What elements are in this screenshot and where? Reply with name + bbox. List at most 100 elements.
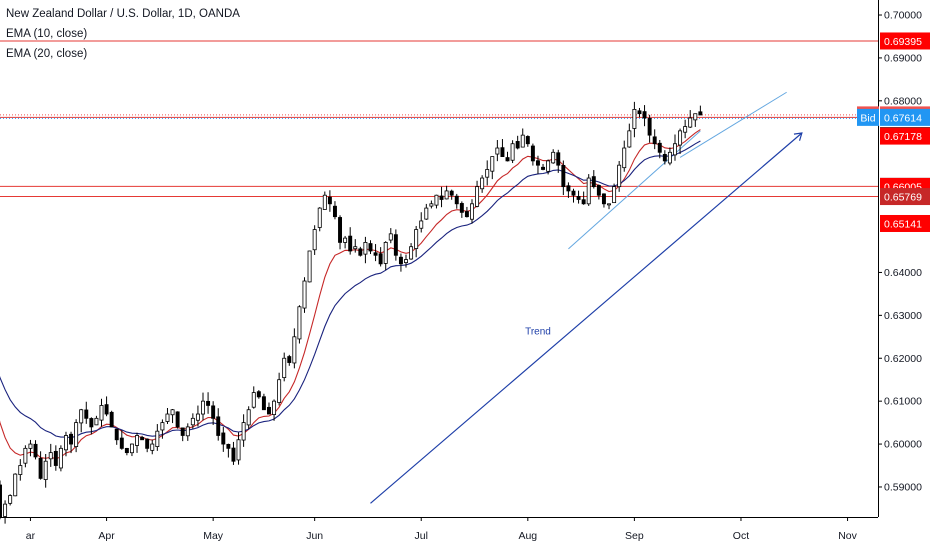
candle-body <box>444 190 449 200</box>
candle-up <box>317 207 322 232</box>
candle-up <box>612 183 617 204</box>
candle-down <box>449 189 454 200</box>
price-tick-label: 0.63000 <box>884 310 922 322</box>
candle-body <box>378 253 383 265</box>
candle-down <box>515 135 520 150</box>
price-tick-label: 0.70000 <box>884 10 922 22</box>
candle-up <box>135 432 140 453</box>
candle-body <box>246 409 251 426</box>
candle-up <box>297 305 302 344</box>
price-tick-label: 0.59000 <box>884 481 922 493</box>
price-badge-prefix-bg <box>857 108 879 126</box>
candle-body <box>332 205 337 218</box>
candle-body <box>190 417 195 426</box>
candle-down <box>652 129 657 150</box>
candle-up <box>429 200 434 209</box>
candle-up <box>424 203 429 220</box>
candle-body <box>667 151 672 164</box>
candle-body <box>206 400 211 406</box>
candle-down <box>84 401 89 424</box>
candle-body <box>53 450 58 466</box>
candle-down <box>69 431 74 454</box>
candle-body <box>23 447 28 464</box>
candle-down <box>571 188 576 203</box>
candle-body <box>571 190 576 196</box>
candle-body <box>114 428 119 441</box>
candle-up <box>388 228 393 244</box>
candle-body <box>459 203 464 213</box>
price-badges: 0.69395Ask0.67672Bid0.676140.671880.6717… <box>857 32 930 232</box>
price-tick-label: 0.62000 <box>884 353 922 365</box>
trend-lines <box>370 91 803 504</box>
price-badge-label: 0.65141 <box>884 218 922 230</box>
ema20-legend[interactable]: EMA (20, close) <box>6 48 88 60</box>
candle-body <box>500 147 505 158</box>
candle-body <box>612 186 617 204</box>
candle-up <box>302 277 307 313</box>
candle-body <box>241 422 246 441</box>
candle-body <box>617 164 622 188</box>
candle-up <box>48 443 53 467</box>
candle-up <box>322 191 327 210</box>
candle-body <box>576 196 581 200</box>
candle-body <box>231 447 236 462</box>
candle-up <box>13 473 18 497</box>
candle-up <box>8 494 13 506</box>
chart-legend: New Zealand Dollar / U.S. Dollar, 1D, OA… <box>6 4 240 64</box>
candle-down <box>657 140 662 159</box>
candle-body <box>160 422 165 431</box>
candle-up <box>490 156 495 180</box>
price-badge: 0.65141 <box>880 214 930 232</box>
candle-up <box>353 239 358 253</box>
candle-down <box>0 480 2 520</box>
candle-body <box>647 118 652 136</box>
price-axis[interactable]: 0.70000 0.69000 0.68000 0.64000 0.63000 0.620… <box>878 0 922 517</box>
candle-up <box>495 140 500 162</box>
ema10-legend[interactable]: EMA (10, close) <box>6 28 88 40</box>
candle-body <box>464 211 469 218</box>
symbol-title[interactable]: New Zealand Dollar / U.S. Dollar, 1D, OA… <box>6 8 240 20</box>
price-badge: 0.69395 <box>880 32 930 50</box>
candle-up <box>312 225 317 255</box>
candle-body <box>28 443 33 449</box>
candle-down <box>596 184 601 200</box>
candle-down <box>119 430 124 450</box>
candle-up <box>43 453 48 488</box>
candle-body <box>546 160 551 172</box>
candle-down <box>556 149 561 173</box>
candle-body <box>652 136 657 145</box>
candle-body <box>267 406 271 415</box>
candle-up <box>170 409 175 424</box>
candle-body <box>596 185 601 196</box>
candle-body <box>449 190 454 196</box>
candle-down <box>348 227 353 255</box>
candle-up <box>414 225 419 258</box>
candle-down <box>267 402 271 415</box>
candle-body <box>119 437 124 449</box>
candle-body <box>155 430 160 447</box>
candle-up <box>129 443 134 457</box>
candle-up <box>363 236 368 264</box>
candle-up <box>99 398 104 427</box>
candle-down <box>698 105 703 116</box>
candle-down <box>358 246 363 257</box>
candle-body <box>642 111 647 119</box>
candle-down <box>647 114 652 143</box>
time-axis[interactable]: ar Apr May Jun Jul Aug Sep Oct Nov <box>0 517 878 542</box>
candle-body <box>561 164 566 188</box>
candle-down <box>332 201 337 220</box>
candle-body <box>99 405 104 421</box>
candle-body <box>429 203 434 207</box>
price-badge: 0.65769 <box>880 188 930 206</box>
candle-body <box>622 147 627 169</box>
candle-body <box>414 229 419 249</box>
candle-up <box>251 386 256 409</box>
candle-down <box>140 435 145 441</box>
candle-body <box>307 250 312 283</box>
candle-up <box>485 160 490 186</box>
candle-down <box>109 410 114 428</box>
trend-line <box>370 132 803 504</box>
candle-down <box>231 441 236 465</box>
price-badge-bg <box>880 108 930 126</box>
